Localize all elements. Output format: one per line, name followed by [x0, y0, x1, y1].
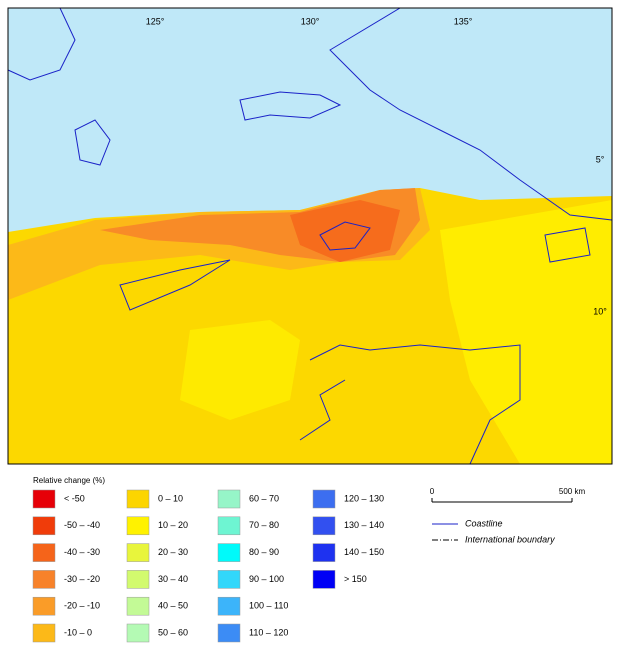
- coastline: [299, 379, 346, 441]
- legend-label: 30 – 40: [158, 574, 188, 584]
- legend-label: 140 – 150: [344, 547, 384, 557]
- legend-swatch: [312, 489, 336, 509]
- change-field: [180, 320, 300, 420]
- legend-label: 130 – 140: [344, 520, 384, 530]
- legend-swatch: [312, 570, 336, 589]
- legend-swatch: [312, 516, 336, 536]
- legend-swatch: [32, 570, 56, 589]
- map-frame: [7, 7, 613, 465]
- change-field: [440, 200, 612, 464]
- legend-label: < -50: [64, 493, 85, 503]
- legend-label: 70 – 80: [249, 520, 279, 530]
- legend-swatch: [217, 596, 241, 616]
- coastline: [309, 344, 521, 465]
- legend-title: Relative change (%): [33, 476, 105, 485]
- coastline: [319, 221, 371, 251]
- legend-swatch: [126, 489, 150, 509]
- coastline-label: Coastline: [465, 518, 503, 528]
- legend-swatch: [126, 623, 150, 643]
- legend-label: 60 – 70: [249, 493, 279, 503]
- land: [239, 91, 342, 121]
- legend-swatch: [217, 543, 241, 562]
- legend-swatch: [126, 543, 150, 562]
- legend-label: 0 – 10: [158, 493, 183, 503]
- legend-label: 120 – 130: [344, 493, 384, 503]
- legend-swatch: [32, 543, 56, 562]
- legend-swatch: [32, 489, 56, 509]
- legend-label: 10 – 20: [158, 520, 188, 530]
- legend-swatch: [126, 596, 150, 616]
- change-field: [290, 200, 400, 262]
- legend-label: 20 – 30: [158, 547, 188, 557]
- longitude-label: 125°: [146, 16, 165, 26]
- boundary-label: International boundary: [465, 534, 555, 544]
- legend-swatch: [217, 570, 241, 589]
- latitude-label: 10°: [593, 306, 607, 316]
- map: 125° 130° 135° 5° 10°: [7, 7, 613, 465]
- legend-swatch: [217, 623, 241, 643]
- legend-swatch: [217, 489, 241, 509]
- legend-swatch: [126, 516, 150, 536]
- legend-swatch: [32, 516, 56, 536]
- scale-bar: 0 500 km: [430, 487, 586, 503]
- legend-label: > 150: [344, 574, 367, 584]
- legend-label: -10 – 0: [64, 627, 92, 637]
- legend-label: 90 – 100: [249, 574, 284, 584]
- longitude-label: 135°: [454, 16, 473, 26]
- legend-label: 110 – 120: [249, 627, 288, 637]
- coastline: [119, 259, 231, 311]
- legend-label: -50 – -40: [64, 520, 100, 530]
- legend-label: -40 – -30: [64, 547, 100, 557]
- legend-label: 80 – 90: [249, 547, 279, 557]
- legend-label: 50 – 60: [158, 627, 188, 637]
- legend-swatch: [32, 596, 56, 616]
- latitude-label: 5°: [596, 154, 605, 164]
- scale-label: 0: [430, 487, 435, 496]
- legend-label: -30 – -20: [64, 574, 100, 584]
- longitude-label: 130°: [301, 16, 320, 26]
- coastline: [544, 227, 591, 263]
- legend-swatch: [126, 570, 150, 589]
- legend-label: 100 – 110: [249, 601, 288, 611]
- scale-label: 500 km: [559, 487, 586, 496]
- land: [74, 119, 111, 166]
- legend-label: 40 – 50: [158, 601, 188, 611]
- legend-label: -20 – -10: [64, 601, 100, 611]
- legend-swatch: [217, 516, 241, 536]
- legend-swatch: [32, 623, 56, 643]
- legend-swatch: [312, 543, 336, 562]
- legend: < -50 -50 – -40 -40 – -30 -30 – -20 -20 – -1…: [32, 489, 384, 643]
